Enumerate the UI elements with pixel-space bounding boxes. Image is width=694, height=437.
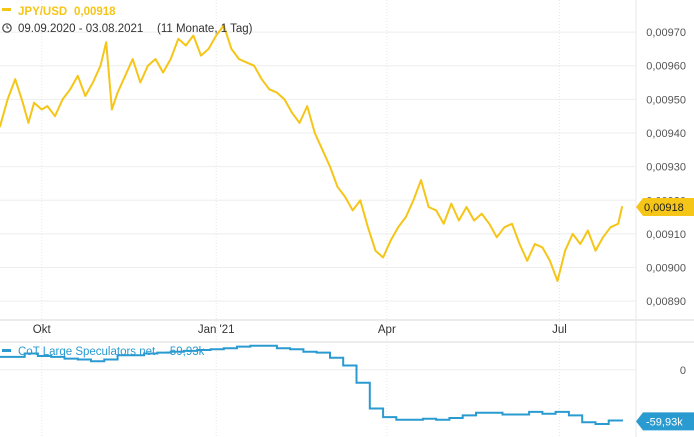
date-range-text: 09.09.2020 - 03.08.2021 <box>18 23 143 35</box>
sub-last-value-tag-shape <box>636 412 694 431</box>
main-y-tick-label: 0,00890 <box>646 296 686 308</box>
main-y-tick-label: 0,00950 <box>646 94 686 106</box>
x-tick-label: Jul <box>552 324 567 336</box>
main-legend-last-value: 0,00918 <box>74 6 116 18</box>
x-tick-label: Apr <box>378 324 396 336</box>
main-y-tick-label: 0,00910 <box>646 229 686 241</box>
cot-speculators-line <box>0 344 623 425</box>
main-legend-title: JPY/USD <box>18 6 67 18</box>
main-last-value-tag-text: 0,00918 <box>644 202 684 214</box>
date-range-row: 09.09.2020 - 03.08.2021 (11 Monate, 1 Ta… <box>2 23 253 35</box>
x-tick-label: Jan '21 <box>198 324 235 336</box>
sub-y-tick-label: 0 <box>680 365 686 377</box>
grid-layer <box>0 0 636 437</box>
main-y-tick-label: 0,00970 <box>646 27 686 39</box>
period-text: (11 Monate, 1 Tag) <box>157 23 253 35</box>
sub-series-layer <box>0 344 623 425</box>
sub-legend-swatch <box>2 349 11 352</box>
main-y-tick-label: 0,00940 <box>646 128 686 140</box>
main-legend[interactable]: JPY/USD 0,00918 <box>2 6 116 18</box>
x-tick-label: Okt <box>33 324 52 336</box>
main-legend-swatch <box>2 8 11 11</box>
sub-legend-last-value: -59,93k <box>166 346 205 358</box>
main-y-tick-label: 0,00930 <box>646 162 686 174</box>
sub-last-value-tag: -59,93k <box>636 412 694 431</box>
main-y-tick-label: 0,00960 <box>646 61 686 73</box>
main-y-tick-label: 0,00900 <box>646 263 686 275</box>
sub-legend-title: CoT Large Speculators net <box>18 346 156 358</box>
main-last-value-tag: 0,00918 <box>636 198 694 216</box>
sub-last-value-tag-text: -59,93k <box>646 416 683 428</box>
main-series-layer <box>0 24 623 282</box>
sub-legend[interactable]: CoT Large Speculators net -59,93k <box>2 346 205 358</box>
main-last-value-tag-shape <box>636 198 694 216</box>
jpy-usd-line <box>0 24 623 282</box>
clock-icon <box>2 23 12 33</box>
